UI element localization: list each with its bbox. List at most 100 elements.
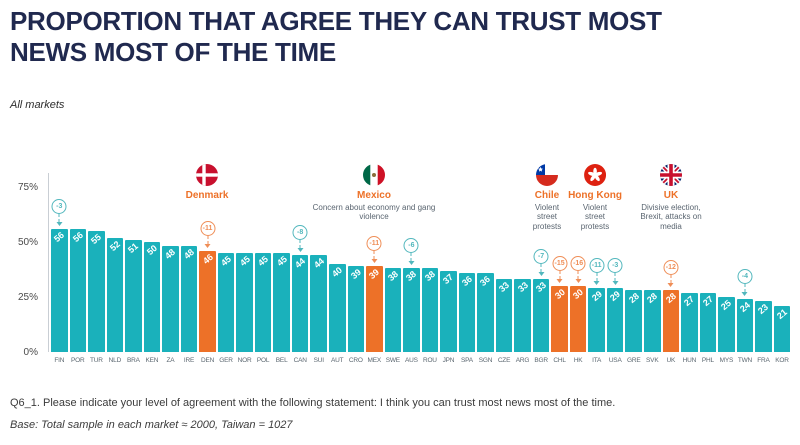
bar-cell-IRE: 48 IRE xyxy=(180,160,198,364)
change-value: -8 xyxy=(292,225,308,241)
x-axis-label: TWN xyxy=(737,357,753,364)
bar-cell-SGN: 36 SGN xyxy=(477,160,494,364)
bar-cell-GRE: 28 GRE xyxy=(625,160,642,364)
x-axis-label: GER xyxy=(219,357,233,364)
bar-cell-ROU: 38 ROU xyxy=(421,160,439,364)
change-annotation-TWN: -4 xyxy=(737,269,753,297)
bar-SUI: 44 xyxy=(310,255,327,352)
bar-PHL: 27 xyxy=(699,292,717,352)
bar-cell-USA: 29 USA -3 xyxy=(606,160,624,364)
callout-chile: Chile Violent street protests xyxy=(527,164,567,231)
bar-BRA: 51 xyxy=(125,239,142,352)
x-axis-label: AUS xyxy=(404,357,418,364)
x-axis-label: MEX xyxy=(367,357,382,364)
bar-SWE: 38 xyxy=(384,268,402,352)
bar-value: 29 xyxy=(589,289,604,304)
bar-value: 48 xyxy=(163,247,178,262)
bar-value: 45 xyxy=(274,253,289,269)
change-annotation-HK: -16 xyxy=(570,256,586,283)
x-axis-label: ITA xyxy=(592,357,602,364)
change-value: -16 xyxy=(570,256,586,271)
callout-hong-kong: Hong Kong Violent street protests xyxy=(568,164,622,231)
x-axis-label: BRA xyxy=(127,357,140,364)
bar-KOR: 21 xyxy=(773,305,791,352)
change-value: -12 xyxy=(663,260,679,276)
uk-flag-icon xyxy=(660,164,682,186)
bar-value: 44 xyxy=(311,256,326,271)
bar-cell-FIN: 56 FIN -3 xyxy=(51,160,68,364)
bar-HUN: 27 xyxy=(681,292,698,352)
annotation-stem xyxy=(373,251,375,260)
bar-ARG: 33 xyxy=(514,279,531,352)
bar-cell-UK: 28 UK -12 xyxy=(662,160,680,364)
bar-cell-SVK: 28 SVK xyxy=(644,160,661,364)
bar-AUS: 38 xyxy=(403,268,420,352)
bar-DEN: 46 xyxy=(199,250,216,352)
bar-value: 23 xyxy=(756,302,771,317)
bar-cell-KEN: 50 KEN xyxy=(143,160,161,364)
bar-cell-AUT: 40 AUT xyxy=(328,160,346,364)
bar-value: 36 xyxy=(459,273,475,288)
x-axis-label: KOR xyxy=(775,357,789,364)
page-title-line1: PROPORTION THAT AGREE THEY CAN TRUST MOS… xyxy=(10,6,662,36)
bar-MEX: 39 xyxy=(366,266,383,352)
bar-MYS: 25 xyxy=(718,297,735,352)
bar-cell-MEX: 39 MEX -11 xyxy=(366,160,383,364)
annotation-stem xyxy=(670,275,672,284)
annotation-arrow xyxy=(741,292,748,297)
bar-value: 51 xyxy=(126,240,141,255)
x-axis-label: AUT xyxy=(331,357,344,364)
x-axis-label: IRE xyxy=(183,357,195,364)
x-axis-label: POR xyxy=(71,357,85,364)
bar-value: 30 xyxy=(571,286,586,302)
bar-cell-POR: 56 POR xyxy=(69,160,87,364)
change-value: -3 xyxy=(51,198,67,214)
bar-IRE: 48 xyxy=(180,246,198,352)
bar-cell-PHL: 27 PHL xyxy=(699,160,717,364)
annotation-arrow xyxy=(297,248,304,253)
bar-cell-CAN: 44 CAN -8 xyxy=(291,160,309,364)
x-axis-label: NOR xyxy=(237,357,252,364)
bar-cell-KOR: 21 KOR xyxy=(773,160,791,364)
y-tick-25%: 25% xyxy=(17,292,38,303)
annotation-arrow xyxy=(204,243,211,248)
x-axis-label: CRO xyxy=(348,357,363,364)
annotation-stem xyxy=(614,273,616,282)
bar-SGN: 36 xyxy=(477,272,494,352)
x-axis-label: SWE xyxy=(385,357,400,364)
bar-cell-FRA: 23 FRA xyxy=(755,160,772,364)
x-axis-label: HUN xyxy=(682,357,697,364)
bar-value: 55 xyxy=(89,231,104,247)
bar-cell-CRO: 39 CRO xyxy=(347,160,365,364)
x-axis-label: SVK xyxy=(646,357,659,364)
x-axis-label: KEN xyxy=(145,357,159,364)
x-axis-label: SPA xyxy=(460,357,473,364)
bar-UK: 28 xyxy=(662,290,680,352)
annotation-stem xyxy=(299,240,301,249)
x-axis-label: CAN xyxy=(293,357,307,364)
bar-POR: 56 xyxy=(69,228,87,352)
base-note: Base: Total sample in each market ≈ 2000… xyxy=(10,419,293,431)
change-annotation-ITA: -11 xyxy=(589,258,605,286)
bar-TUR: 55 xyxy=(88,231,105,352)
bar-KEN: 50 xyxy=(143,242,161,352)
bar-value: 50 xyxy=(144,242,159,258)
mexico-flag-icon xyxy=(363,164,385,186)
bar-value: 52 xyxy=(107,238,122,253)
bar-cell-HK: 30 HK -16 xyxy=(569,160,587,364)
bar-value: 33 xyxy=(515,280,530,295)
bar-cell-TWN: 24 TWN -4 xyxy=(736,160,754,364)
bar-FRA: 23 xyxy=(755,301,772,352)
bar-cell-CZE: 33 CZE xyxy=(495,160,513,364)
bar-cell-GER: 45 GER xyxy=(217,160,235,364)
callout-name: Mexico xyxy=(357,190,391,201)
change-value: -11 xyxy=(366,236,382,252)
change-value: -3 xyxy=(607,258,623,274)
annotation-arrow xyxy=(408,261,415,266)
x-axis-label: UK xyxy=(666,357,676,364)
x-axis-label: CZE xyxy=(497,357,511,364)
bar-value: 37 xyxy=(441,271,456,286)
bar-value: 45 xyxy=(218,253,234,269)
bars-row: 56 FIN -3 56 POR 55 TUR 52 NLD 51 BRA 50 KEN 48 ZA 48 IR… xyxy=(51,160,791,364)
